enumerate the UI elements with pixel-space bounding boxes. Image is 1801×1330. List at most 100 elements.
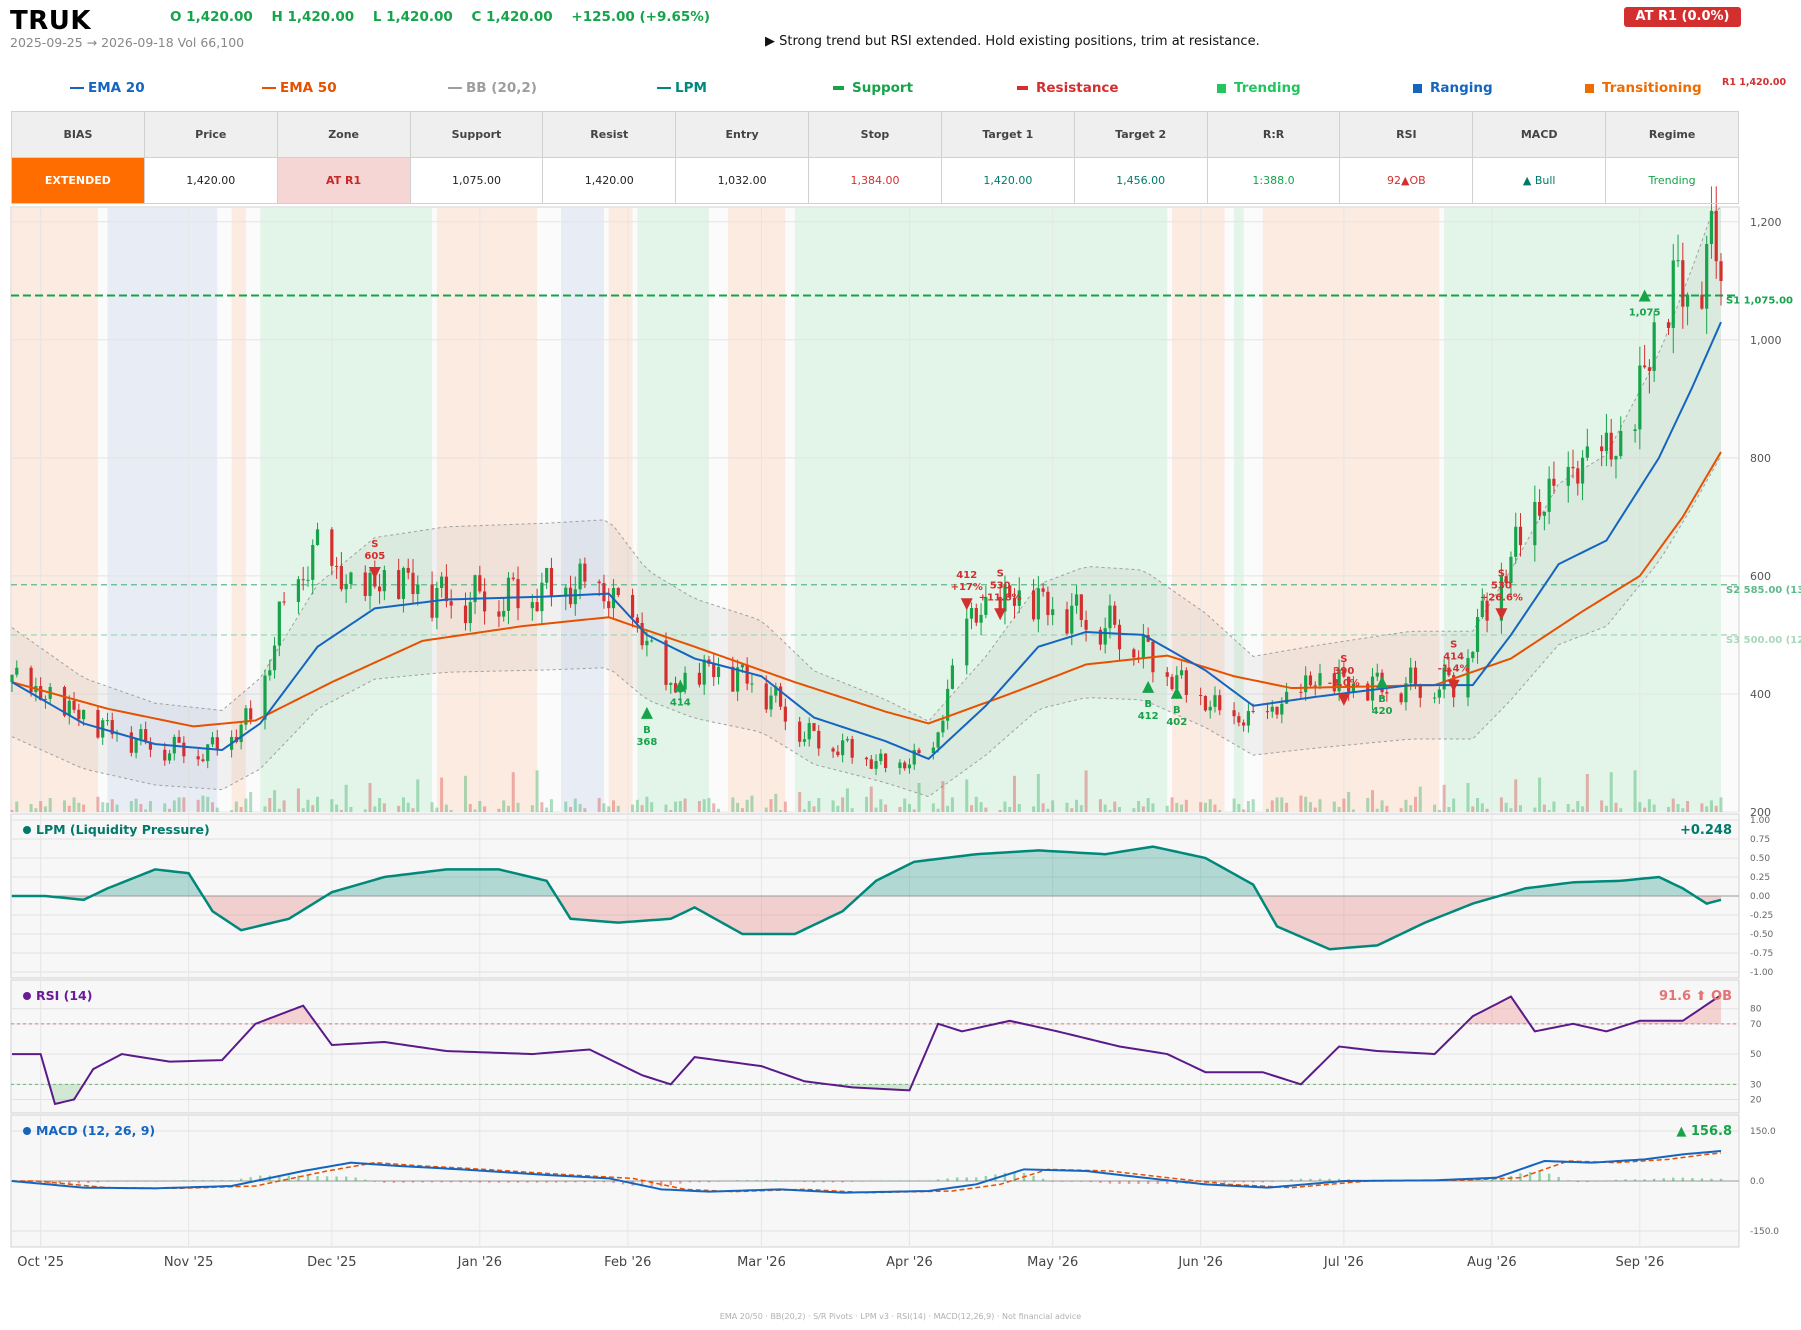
rsi-line <box>12 994 1722 1106</box>
lpm-y-tick-label: -1.00 <box>1750 968 1774 978</box>
macd-histogram-bar <box>1108 1181 1112 1184</box>
candle-body <box>1475 617 1480 652</box>
macd-histogram-bar <box>1538 1172 1541 1181</box>
candle-body <box>998 597 1002 612</box>
macd-histogram-bar <box>1586 1181 1589 1182</box>
candle-body <box>10 674 14 683</box>
volume-bar <box>874 807 878 812</box>
macd-histogram-bar <box>1223 1181 1226 1183</box>
candle-body <box>330 529 334 566</box>
candle-body <box>817 730 821 749</box>
candle-body <box>406 567 410 573</box>
legend-item-ema-50: EMA 50 <box>262 80 337 96</box>
volume-bar <box>812 806 816 812</box>
volume-bar <box>540 802 544 812</box>
candle-body <box>511 577 515 580</box>
candle-body <box>1308 675 1313 686</box>
candle-body <box>1003 585 1007 612</box>
volume-bar <box>965 779 969 812</box>
macd-histogram-bar <box>344 1176 348 1181</box>
candle-body <box>377 586 382 592</box>
volume-bar <box>144 809 148 812</box>
candle-body <box>673 683 678 693</box>
regime-band-transitioning <box>728 208 786 811</box>
volume-bar <box>984 807 988 812</box>
candle-body <box>401 567 406 599</box>
volume-bar <box>478 801 482 812</box>
candle-body <box>1533 501 1537 546</box>
macd-histogram-bar <box>1614 1179 1618 1181</box>
macd-histogram-bar <box>1576 1181 1579 1182</box>
volume-bar <box>640 805 644 812</box>
volume-bar <box>206 796 210 812</box>
ohlc-readout: O 1,420.00 H 1,420.00 L 1,420.00 C 1,420… <box>170 9 724 25</box>
candle-body <box>473 575 477 603</box>
volume-bar <box>401 797 405 812</box>
table-header-resist: Resist <box>542 111 677 158</box>
candle-body <box>1275 706 1279 715</box>
volume-bar <box>569 807 573 812</box>
volume-bar <box>1614 802 1618 812</box>
candle-body <box>249 708 253 720</box>
volume-bar <box>869 786 873 812</box>
macd-histogram-bar <box>602 1181 606 1183</box>
volume-bar <box>1070 808 1074 812</box>
macd-histogram-bar <box>1261 1181 1264 1183</box>
macd-histogram-bar <box>1672 1177 1675 1181</box>
table-cell-entry: 1,032.00 <box>675 157 810 204</box>
legend-swatch-icon <box>657 87 671 89</box>
volume-bar <box>1385 805 1389 812</box>
regime-band-trending <box>260 208 433 811</box>
candle-body <box>382 570 386 592</box>
candle-body <box>1074 594 1079 606</box>
legend-item-support: Support <box>833 80 913 96</box>
legend-label: EMA 50 <box>280 80 337 96</box>
volume-bar <box>1046 808 1050 812</box>
volume-bar <box>72 797 76 812</box>
legend-label: LPM <box>675 80 707 96</box>
signal-label: B <box>1378 694 1386 705</box>
candle-body <box>764 683 768 710</box>
macd-histogram-bar <box>1547 1173 1551 1181</box>
volume-bar <box>378 798 382 812</box>
legend-label: Trending <box>1234 80 1301 96</box>
signal-label: -3.0% <box>1328 678 1360 689</box>
table-header-support: Support <box>409 111 544 158</box>
sell-signal-marker <box>960 598 973 611</box>
chart-legend: EMA 20 EMA 50 BB (20,2) LPM Support Resistanc… <box>0 80 1801 100</box>
volume-bar <box>1418 786 1422 812</box>
macd-histogram-bar <box>1691 1178 1694 1181</box>
macd-histogram-bar <box>154 1181 157 1182</box>
volume-bar <box>1079 805 1083 812</box>
volume-bar <box>163 803 167 812</box>
table-cell-r-r: 1:388.0 <box>1206 157 1341 204</box>
volume-bar <box>29 804 33 812</box>
macd-histogram-bar <box>469 1181 472 1183</box>
volume-bar <box>430 802 434 812</box>
macd-histogram-bar <box>965 1177 968 1181</box>
lpm-y-tick-label: 0.25 <box>1750 873 1770 883</box>
regime-band-transitioning <box>608 208 633 811</box>
signal-label: 412 <box>956 570 977 581</box>
candle-body <box>478 575 482 592</box>
macd-y-tick-label: 0.0 <box>1750 1177 1765 1187</box>
candle-body <box>1175 675 1179 690</box>
legend-item-ranging: Ranging <box>1413 80 1493 96</box>
macd-histogram-bar <box>870 1180 873 1181</box>
volume-bar <box>1151 803 1155 812</box>
volume-bar <box>1485 808 1489 812</box>
volume-bar <box>678 801 682 812</box>
candle-body <box>1466 658 1470 698</box>
legend-label: Support <box>852 80 914 96</box>
candle-body <box>616 588 620 596</box>
volume-bar <box>230 810 234 812</box>
volume-bar <box>263 806 267 812</box>
macd-histogram-bar <box>1070 1181 1073 1182</box>
volume-bar <box>1666 807 1670 812</box>
volume-bar <box>779 810 783 812</box>
rsi-y-tick-label: 50 <box>1750 1050 1762 1060</box>
volume-bar <box>464 775 468 812</box>
volume-bar <box>674 801 678 812</box>
volume-bar <box>196 799 200 812</box>
volume-bar <box>1619 808 1623 812</box>
